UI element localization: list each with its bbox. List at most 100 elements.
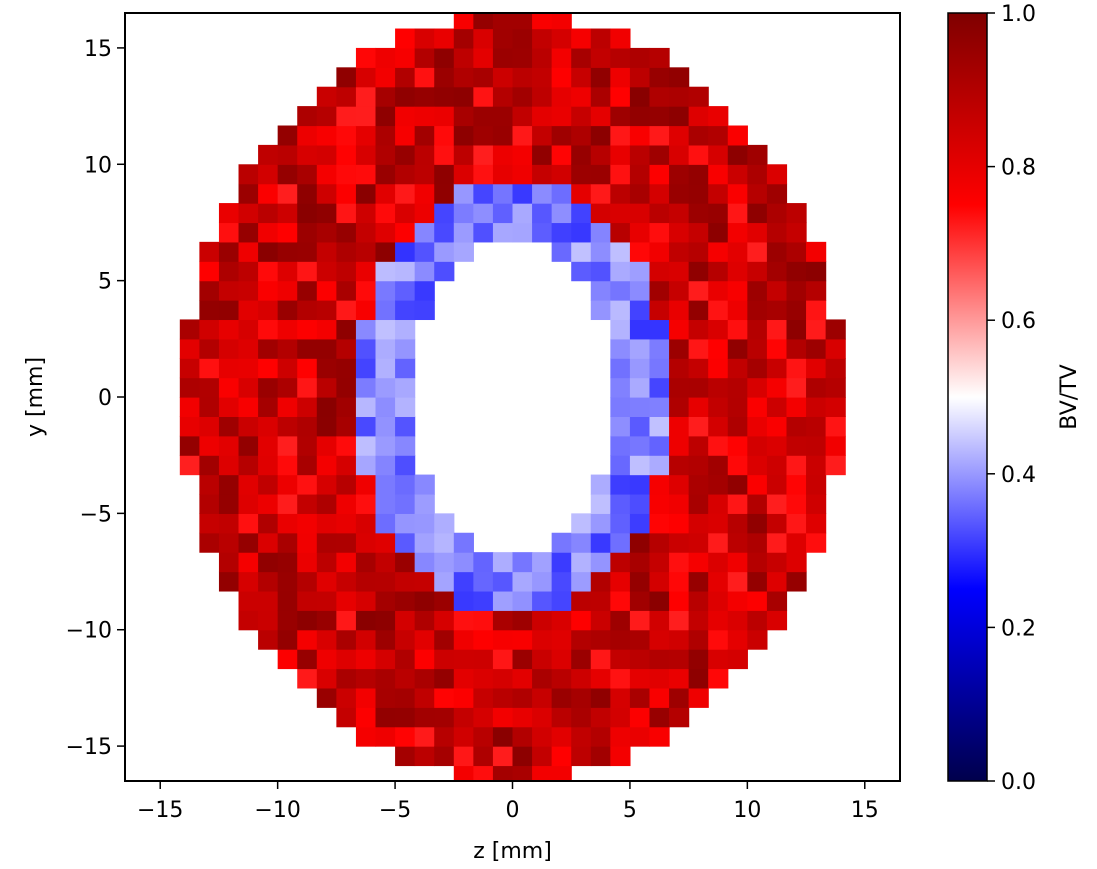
heatmap-cell: [355, 590, 377, 611]
heatmap-cell: [395, 513, 416, 534]
heatmap-cell: [395, 493, 416, 514]
heatmap-cell: [786, 397, 807, 417]
heatmap-cell: [766, 280, 788, 301]
heatmap-cell: [688, 687, 709, 708]
y-tick-label: −5: [80, 502, 112, 527]
heatmap-cell: [610, 338, 631, 359]
heatmap-cell: [669, 183, 690, 204]
heatmap-cell: [766, 241, 788, 262]
heatmap-cell: [747, 513, 768, 534]
heatmap-cell: [669, 67, 690, 88]
heatmap-cell: [590, 67, 611, 88]
heatmap-cell: [669, 707, 690, 728]
heatmap-cell: [297, 358, 318, 379]
heatmap-cell: [806, 319, 827, 340]
heatmap-cell: [688, 106, 709, 127]
heatmap-cell: [512, 610, 533, 631]
heatmap-cell: [414, 629, 435, 650]
heatmap-cell: [258, 532, 279, 553]
heatmap-cell: [747, 455, 768, 476]
heatmap-cell: [512, 125, 533, 146]
heatmap-cell: [512, 47, 533, 68]
heatmap-cell: [571, 125, 592, 146]
heatmap-cell: [395, 552, 416, 573]
heatmap-cell: [473, 28, 494, 49]
heatmap-cell: [786, 203, 807, 224]
heatmap-cell: [395, 726, 416, 747]
colorbar-tick-label: 0.0: [1001, 770, 1036, 795]
heatmap-cell: [453, 164, 474, 185]
heatmap-cell: [551, 532, 572, 553]
heatmap-cell: [336, 106, 357, 127]
heatmap-cell: [473, 222, 494, 243]
heatmap-cell: [610, 493, 631, 514]
heatmap-cell: [258, 319, 279, 340]
heatmap-cell: [551, 765, 572, 782]
heatmap-cell: [629, 668, 651, 689]
heatmap-cell: [395, 319, 416, 340]
heatmap-cell: [669, 106, 690, 127]
heatmap-cell: [316, 261, 337, 282]
heatmap-cell: [336, 687, 357, 708]
heatmap-cell: [434, 241, 455, 262]
heatmap-cell: [551, 687, 572, 708]
heatmap-cell: [414, 687, 435, 708]
heatmap-cell: [708, 397, 729, 417]
heatmap-cell: [688, 261, 709, 282]
heatmap-cell: [434, 668, 455, 689]
heatmap-cell: [297, 261, 318, 282]
heatmap-cell: [277, 455, 298, 476]
heatmap-cells: [179, 13, 846, 782]
heatmap-cell: [512, 571, 533, 592]
heatmap-cell: [688, 183, 709, 204]
heatmap-cell: [395, 707, 416, 728]
heatmap-cell: [375, 513, 396, 534]
heatmap-cell: [218, 358, 240, 379]
heatmap-cell: [414, 552, 435, 573]
heatmap-cell: [414, 746, 435, 767]
heatmap-cell: [688, 590, 709, 611]
heatmap-cell: [297, 203, 318, 224]
heatmap-cell: [688, 86, 709, 107]
heatmap-cell: [355, 338, 377, 359]
heatmap-cell: [473, 106, 494, 127]
heatmap-cell: [629, 106, 651, 127]
heatmap-cell: [238, 280, 259, 301]
heatmap-cell: [571, 241, 592, 262]
heatmap-cell: [218, 552, 240, 573]
heatmap-cell: [297, 571, 318, 592]
heatmap-cell: [688, 222, 709, 243]
heatmap-cell: [199, 377, 220, 398]
heatmap-cell: [590, 687, 611, 708]
heatmap-cell: [316, 203, 337, 224]
heatmap-cell: [688, 474, 709, 495]
heatmap-cell: [297, 106, 318, 127]
heatmap-cell: [414, 164, 435, 185]
heatmap-cell: [669, 86, 690, 107]
heatmap-cell: [747, 377, 768, 398]
heatmap-cell: [453, 183, 474, 204]
heatmap-cell: [199, 532, 220, 553]
heatmap-cell: [218, 397, 240, 417]
heatmap-cell: [375, 164, 396, 185]
heatmap-cell: [669, 416, 690, 437]
heatmap-cell: [395, 358, 416, 379]
heatmap-cell: [629, 397, 651, 417]
heatmap-cell: [453, 629, 474, 650]
heatmap-cell: [473, 47, 494, 68]
heatmap-cell: [688, 416, 709, 437]
heatmap-cell: [492, 67, 514, 88]
heatmap-cell: [395, 300, 416, 321]
heatmap-cell: [395, 280, 416, 301]
x-axis-label: z [mm]: [473, 839, 552, 864]
heatmap-cell: [629, 493, 651, 514]
heatmap-cell: [610, 164, 631, 185]
heatmap-cell: [355, 455, 377, 476]
heatmap-cell: [434, 629, 455, 650]
x-tick-label: −5: [379, 798, 411, 823]
heatmap-cell: [669, 125, 690, 146]
heatmap-cell: [258, 610, 279, 631]
heatmap-cell: [336, 416, 357, 437]
heatmap-cell: [708, 493, 729, 514]
